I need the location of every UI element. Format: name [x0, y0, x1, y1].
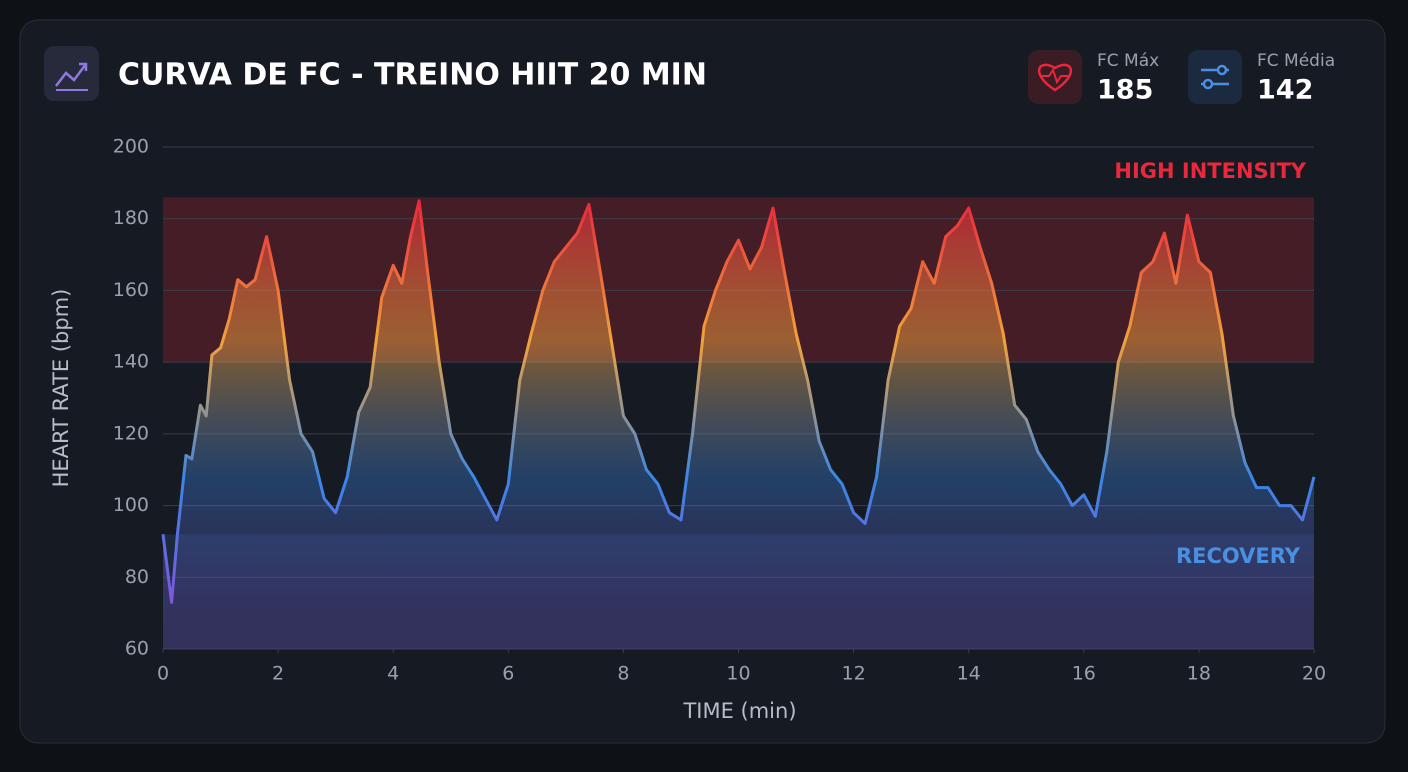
y-tick-label: 200 — [113, 136, 149, 158]
line — [161, 199, 1316, 604]
stat-label: FC Máx — [1097, 51, 1159, 71]
band-label: HIGH INTENSITY — [1114, 159, 1306, 183]
x-tick-label: 4 — [387, 663, 399, 685]
x-tick-label: 12 — [842, 663, 866, 685]
x-tick-label: 14 — [957, 663, 981, 685]
x-tick-label: 6 — [502, 663, 514, 685]
heart-icon — [1042, 67, 1068, 85]
x-axis-label: TIME (min) — [682, 699, 796, 723]
sliders-icon — [1201, 64, 1229, 90]
x-tick-label: 0 — [157, 663, 169, 685]
stat-value: 142 — [1257, 75, 1313, 106]
stat-value: 185 — [1097, 75, 1153, 106]
y-tick-label: 80 — [125, 566, 149, 588]
y-tick-label: 160 — [113, 279, 149, 301]
y-tick-label: 60 — [125, 638, 149, 660]
y-tick-label: 180 — [113, 207, 149, 229]
x-tick-label: 10 — [726, 663, 750, 685]
x-tick-label: 8 — [617, 663, 629, 685]
y-tick-label: 120 — [113, 422, 149, 444]
x-tick-label: 20 — [1302, 663, 1326, 685]
heart-icon — [1037, 63, 1073, 92]
stat-label: FC Média — [1257, 51, 1335, 71]
area — [163, 200, 1314, 650]
x-tick-label: 2 — [272, 663, 284, 685]
x-tick-label: 16 — [1072, 663, 1096, 685]
chart-icon — [55, 63, 87, 87]
y-tick-label: 100 — [113, 494, 149, 516]
chart-icon — [79, 62, 88, 71]
y-axis-label: HEART RATE (bpm) — [49, 289, 73, 488]
y-tick-label: 140 — [113, 351, 149, 373]
chart-title: CURVA DE FC - TREINO HIIT 20 MIN — [118, 58, 707, 93]
icon-box — [44, 46, 99, 101]
x-tick-label: 18 — [1187, 663, 1211, 685]
band-label: RECOVERY — [1176, 544, 1301, 568]
stat-icon-box — [1188, 50, 1242, 104]
